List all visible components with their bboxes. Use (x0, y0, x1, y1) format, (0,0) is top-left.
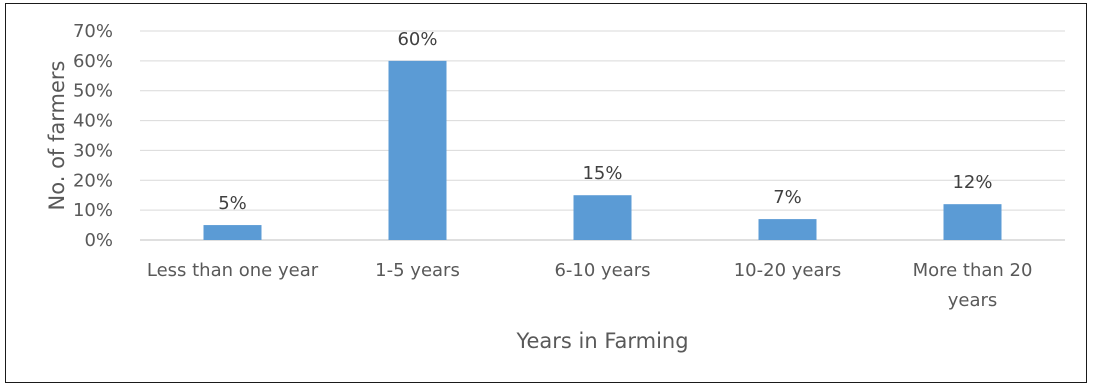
x-category-label: 6-10 years (554, 260, 650, 281)
bars (203, 60, 1002, 240)
chart-frame (5, 3, 1087, 383)
gridlines (140, 30, 1065, 241)
x-category-label: 10-20 years (734, 260, 842, 281)
y-axis-ticks: 0% 10% 20% 30% 40% 50% 60% 70% (73, 21, 113, 251)
x-axis-categories: Less than one year 1-5 years 6-10 years 10-… (147, 260, 1033, 311)
x-category-label: More than 20 years (913, 260, 1033, 311)
y-tick-label: 60% (73, 51, 113, 72)
y-tick-label: 20% (73, 170, 113, 191)
y-axis-title: No. of farmers (45, 61, 69, 211)
bar (203, 225, 262, 240)
x-axis-title: Years in Farming (515, 329, 688, 353)
data-label: 12% (952, 172, 992, 193)
y-tick-label: 10% (73, 200, 113, 221)
y-tick-label: 50% (73, 81, 113, 102)
bar (573, 195, 632, 240)
y-tick-label: 0% (84, 230, 113, 251)
bar (943, 204, 1002, 240)
bar (388, 60, 447, 240)
data-labels: 5% 60% 15% 7% 12% (218, 29, 992, 214)
y-tick-label: 30% (73, 140, 113, 161)
data-label: 7% (773, 187, 802, 208)
y-tick-label: 40% (73, 111, 113, 132)
data-label: 60% (397, 29, 437, 50)
bar (758, 219, 817, 240)
y-tick-label: 70% (73, 21, 113, 42)
x-category-label: 1-5 years (375, 260, 460, 281)
data-label: 15% (582, 163, 622, 184)
data-label: 5% (218, 193, 247, 214)
x-category-label: Less than one year (147, 260, 319, 281)
